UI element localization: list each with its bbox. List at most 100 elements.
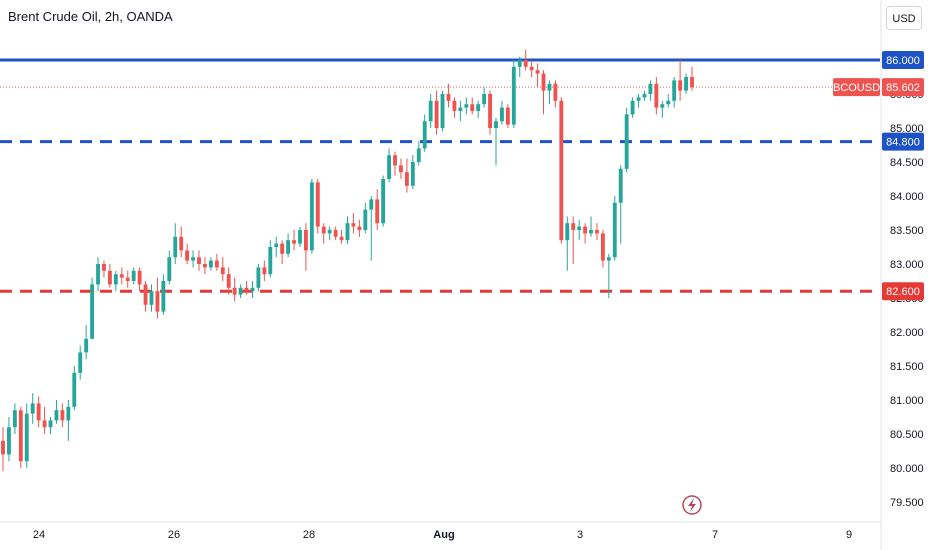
- candle: [363, 202, 368, 234]
- candle: [535, 63, 540, 88]
- candle-body: [452, 100, 457, 111]
- candle-body: [470, 104, 475, 111]
- candle-body: [600, 233, 605, 261]
- price-tick-label: 81.000: [890, 395, 924, 407]
- candle: [327, 226, 332, 241]
- candle-body: [1, 440, 5, 455]
- symbol-tag: [833, 78, 880, 97]
- candle: [636, 94, 641, 108]
- candle: [440, 90, 445, 132]
- level-tag-label: 84.800: [886, 137, 920, 149]
- candle: [84, 325, 89, 360]
- candle-body: [173, 236, 178, 258]
- candle: [191, 250, 195, 268]
- candle-body: [137, 270, 142, 285]
- candle: [595, 223, 599, 241]
- candle-body: [404, 172, 409, 186]
- time-tick-label: 26: [168, 529, 180, 541]
- candle: [7, 417, 11, 462]
- candle-body: [24, 413, 29, 462]
- candle: [24, 403, 29, 468]
- candle: [203, 257, 207, 275]
- price-tick-label: 85.000: [890, 123, 924, 135]
- candle-body: [208, 260, 213, 268]
- candle: [476, 100, 481, 118]
- candle-body: [577, 226, 582, 230]
- candle: [529, 60, 534, 77]
- candle-body: [333, 230, 338, 237]
- time-tick-label: 7: [712, 529, 718, 541]
- candle: [654, 77, 659, 115]
- candle-body: [315, 182, 320, 227]
- candle-body: [440, 94, 445, 128]
- candle: [606, 253, 611, 298]
- candle: [119, 267, 124, 285]
- candle-body: [30, 403, 35, 414]
- candle: [131, 267, 136, 285]
- price-tick-label: 82.000: [890, 327, 924, 339]
- candle: [345, 216, 350, 244]
- candle-body: [244, 287, 249, 292]
- candle-body: [220, 267, 225, 275]
- candle: [387, 148, 392, 183]
- candle-body: [375, 199, 380, 224]
- lightning-icon[interactable]: [682, 495, 702, 515]
- candle-body: [648, 83, 653, 94]
- time-tick-label: 24: [33, 529, 45, 541]
- candle-body: [630, 100, 635, 115]
- candle-body: [60, 410, 65, 421]
- candle-body: [36, 403, 41, 421]
- candle-body: [517, 60, 522, 67]
- candle-body: [559, 100, 564, 241]
- price-tick-label: 80.500: [890, 429, 924, 441]
- candle-body: [458, 107, 463, 111]
- candle-body: [410, 162, 415, 186]
- candle-body: [618, 168, 623, 203]
- candle-body: [606, 257, 611, 261]
- candle: [54, 400, 59, 424]
- candle-body: [256, 267, 261, 288]
- candle-body: [672, 80, 677, 101]
- candle-body: [589, 230, 593, 234]
- last-price-tag-label: 85.602: [886, 82, 920, 94]
- candle-body: [690, 77, 694, 88]
- candle-body: [303, 230, 308, 251]
- candle-body: [78, 352, 83, 373]
- level-tag-82-600: [882, 282, 924, 301]
- candle-body: [357, 226, 362, 230]
- candle: [161, 274, 166, 315]
- candle-body: [72, 372, 77, 407]
- candle-body: [363, 209, 368, 230]
- candle-body: [66, 406, 71, 421]
- candle: [155, 277, 160, 319]
- currency-button[interactable]: USD: [886, 6, 922, 30]
- candle: [298, 226, 302, 247]
- candle: [268, 240, 273, 278]
- candle-body: [678, 80, 683, 91]
- candle-body: [214, 260, 219, 268]
- candle: [452, 97, 457, 118]
- price-tick-label: 83.000: [890, 259, 924, 271]
- candle-body: [321, 226, 326, 234]
- candle-body: [84, 338, 89, 353]
- candle-body: [167, 257, 172, 281]
- candle: [143, 281, 148, 312]
- candle: [612, 196, 617, 261]
- candle-body: [298, 230, 302, 244]
- candle-body: [161, 281, 166, 312]
- candle: [600, 230, 605, 268]
- candle-body: [529, 66, 534, 71]
- candle: [678, 60, 683, 101]
- candle: [500, 100, 504, 125]
- candle-body: [434, 100, 439, 128]
- candle-body: [636, 97, 641, 101]
- candle: [309, 179, 314, 254]
- candle: [470, 97, 475, 115]
- time-tick-label: 9: [846, 529, 852, 541]
- candle-body: [48, 420, 53, 428]
- candle-body: [494, 121, 498, 128]
- candle: [125, 270, 130, 288]
- candle-body: [684, 77, 688, 91]
- candle-body: [18, 410, 23, 462]
